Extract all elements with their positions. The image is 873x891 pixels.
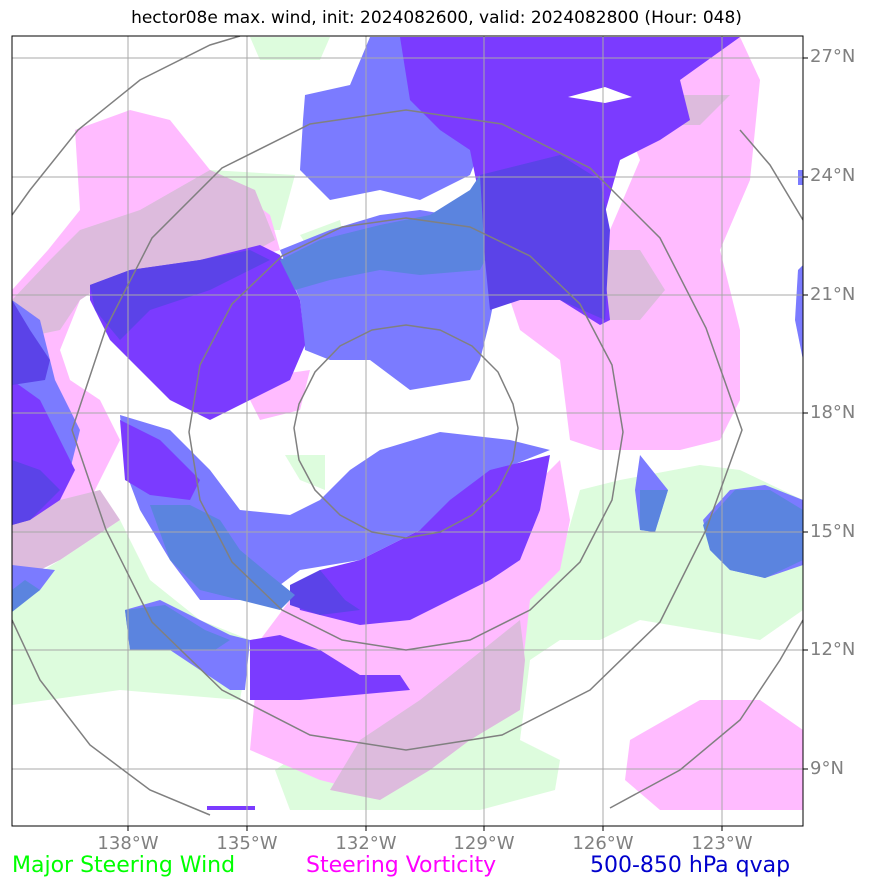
qvap-dark-region <box>120 420 200 500</box>
vorticity-wind-overlap <box>600 250 665 320</box>
lon-label: 138°W <box>97 833 159 854</box>
qvap-wind-overlap <box>703 490 803 578</box>
qvap-region <box>795 265 803 360</box>
qvap-wind-overlap <box>640 490 668 532</box>
lat-label: 18°N <box>810 402 856 423</box>
clear-region <box>568 87 632 103</box>
range-ring <box>188 217 624 651</box>
qvap-dark-region <box>207 806 255 810</box>
lat-label: 9°N <box>810 758 844 779</box>
range-ring <box>12 619 211 816</box>
qvap-vorticity-overlap <box>290 570 360 615</box>
lat-label: 24°N <box>810 165 856 186</box>
lon-label: 123°W <box>691 833 753 854</box>
legend-qvap: 500-850 hPa qvap <box>590 853 791 878</box>
lon-label: 126°W <box>572 833 634 854</box>
vorticity-region <box>510 37 760 450</box>
lat-label: 27°N <box>810 46 856 67</box>
lon-label: 129°W <box>453 833 515 854</box>
shaded-fields <box>12 37 803 810</box>
lat-label: 12°N <box>810 639 856 660</box>
legend-steering-vorticity: Steering Vorticity <box>306 853 497 878</box>
qvap-dark-region <box>295 455 550 625</box>
range-ring <box>71 109 743 751</box>
qvap-wind-overlap <box>150 505 295 610</box>
qvap-vorticity-overlap <box>480 155 610 320</box>
vorticity-wind-overlap <box>330 620 525 800</box>
lon-label: 132°W <box>335 833 397 854</box>
range-ring <box>609 619 803 809</box>
map-title: hector08e max. wind, init: 2024082600, v… <box>131 8 742 28</box>
qvap-vorticity-overlap <box>12 300 50 385</box>
lat-label: 21°N <box>810 284 856 305</box>
axis-ticks <box>127 57 808 831</box>
range-rings <box>12 36 803 816</box>
qvap-dark-region <box>250 635 410 700</box>
range-ring <box>12 36 241 216</box>
range-ring <box>293 324 519 539</box>
qvap-wind-overlap <box>280 175 485 290</box>
wind-region <box>250 37 330 60</box>
lon-label: 135°W <box>216 833 278 854</box>
lat-label: 15°N <box>810 521 856 542</box>
qvap-vorticity-overlap <box>12 460 60 525</box>
map-frame <box>11 35 804 827</box>
qvap-wind-overlap <box>125 605 230 650</box>
range-ring <box>739 129 803 221</box>
vorticity-region <box>625 700 803 810</box>
legend-major-steering-wind: Major Steering Wind <box>12 853 236 878</box>
qvap-wind-overlap <box>12 580 40 612</box>
